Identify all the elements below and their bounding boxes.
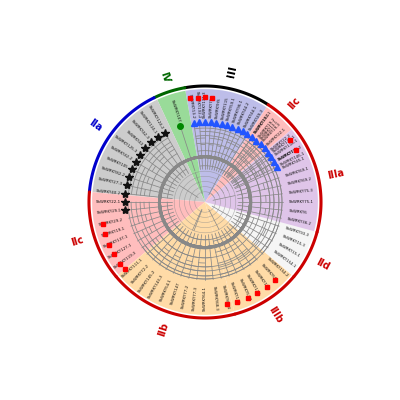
- Wedge shape: [205, 130, 318, 231]
- Text: ShWRKY138-1: ShWRKY138-1: [272, 135, 297, 154]
- Text: ShWRKY19-3: ShWRKY19-3: [262, 122, 282, 143]
- Text: IIc: IIc: [286, 95, 302, 111]
- Text: ShWRKY154-1: ShWRKY154-1: [272, 250, 296, 269]
- Text: ShWRKY44-1: ShWRKY44-1: [243, 104, 258, 129]
- Text: ShWRKY15-1: ShWRKY15-1: [277, 242, 300, 258]
- Text: ShWRKY131-3: ShWRKY131-3: [203, 90, 207, 118]
- Text: ShWRKY126: ShWRKY126: [253, 269, 270, 290]
- Text: ShWRKY93-3: ShWRKY93-3: [284, 226, 310, 238]
- Text: ShWRKY6: ShWRKY6: [288, 209, 308, 215]
- Text: ShWRKY105: ShWRKY105: [106, 156, 129, 170]
- Text: ShWRKY125-3: ShWRKY125-3: [114, 135, 138, 154]
- Text: ShWRKY29-2: ShWRKY29-2: [98, 218, 123, 227]
- Wedge shape: [92, 192, 205, 274]
- Text: ShWRKY82-2: ShWRKY82-2: [100, 166, 126, 178]
- Wedge shape: [92, 100, 205, 202]
- Text: ShWRKY147: ShWRKY147: [170, 282, 181, 305]
- Text: ShWRKY119-3: ShWRKY119-3: [113, 250, 138, 269]
- Text: ShWRKY75-1: ShWRKY75-1: [289, 200, 314, 204]
- Text: ShWRKY143-3: ShWRKY143-3: [147, 274, 165, 300]
- Text: ShWRKY44-2: ShWRKY44-2: [238, 101, 251, 126]
- Text: IIb: IIb: [157, 321, 171, 337]
- Text: ShWRKY118-2: ShWRKY118-2: [277, 144, 303, 162]
- Text: ShWRKY39-1: ShWRKY39-1: [253, 112, 271, 135]
- Text: ShWRKY68-3: ShWRKY68-3: [212, 286, 218, 311]
- Text: ShWRKY77-2: ShWRKY77-2: [180, 284, 190, 309]
- Text: ShWRKY96-1: ShWRKY96-1: [232, 99, 244, 124]
- Text: ShWRKY22-1: ShWRKY22-1: [266, 127, 288, 147]
- Wedge shape: [118, 202, 234, 315]
- Text: ShWRKY43: ShWRKY43: [125, 130, 144, 147]
- Text: IV: IV: [158, 70, 171, 84]
- Text: ShWRKY59-1: ShWRKY59-1: [226, 96, 237, 122]
- Text: ShWRKY64-1: ShWRKY64-1: [203, 286, 207, 311]
- Text: ShWRKY49-3: ShWRKY49-3: [248, 108, 265, 132]
- Text: ShWRKY13-2: ShWRKY13-2: [188, 94, 195, 119]
- Text: ShWRKY111-1: ShWRKY111-1: [120, 257, 144, 278]
- Text: ShWRKY75-3: ShWRKY75-3: [288, 188, 314, 195]
- Wedge shape: [205, 202, 314, 274]
- Text: ShWRKY42-3: ShWRKY42-3: [130, 120, 150, 141]
- Text: ShWRKY139: ShWRKY139: [229, 282, 240, 305]
- Text: ShWRKY45-1: ShWRKY45-1: [281, 156, 306, 170]
- Text: ShWRKY40-2: ShWRKY40-2: [96, 188, 122, 195]
- Text: ShWRKY72-2: ShWRKY72-2: [130, 263, 150, 284]
- Text: ShWRKY75: ShWRKY75: [209, 97, 214, 118]
- Text: ShWRKY132-1: ShWRKY132-1: [253, 110, 272, 135]
- Text: ShWRKY19-1: ShWRKY19-1: [100, 226, 126, 238]
- Text: ShWRKY15-3: ShWRKY15-3: [281, 234, 306, 248]
- Text: ShWRKY132-2: ShWRKY132-2: [195, 90, 201, 118]
- Text: ShWRKY127-1: ShWRKY127-1: [107, 242, 133, 260]
- Text: ShWRKY22-2: ShWRKY22-2: [270, 133, 292, 152]
- Text: ShWRKY22-1: ShWRKY22-1: [96, 200, 121, 204]
- Text: ShWRKY42-2: ShWRKY42-2: [109, 146, 133, 162]
- Wedge shape: [157, 91, 205, 202]
- Wedge shape: [205, 202, 292, 311]
- Text: ShWRKY118-1: ShWRKY118-1: [274, 138, 299, 156]
- Text: ShWRKY54-1: ShWRKY54-1: [159, 278, 172, 302]
- Text: ShWRKY137-1: ShWRKY137-1: [102, 234, 129, 249]
- Wedge shape: [205, 107, 292, 202]
- Text: ShWRKY124-2: ShWRKY124-2: [147, 104, 165, 130]
- Text: ShWRKY36-2: ShWRKY36-2: [287, 218, 312, 227]
- Text: IIIa: IIIa: [326, 168, 345, 181]
- Text: ShWRKY145-2: ShWRKY145-2: [138, 269, 157, 294]
- Text: ShWRKY27-3: ShWRKY27-3: [98, 177, 123, 186]
- Text: ShWRKYHS: ShWRKYHS: [215, 97, 222, 119]
- Text: ShWRKY77-3: ShWRKY77-3: [192, 286, 198, 311]
- Text: ShWRKY74: ShWRKY74: [277, 148, 297, 162]
- Text: ShWRKY69-1: ShWRKY69-1: [284, 166, 310, 178]
- Text: ShWRKY124-1: ShWRKY124-1: [138, 110, 157, 135]
- Text: ShWRKY115: ShWRKY115: [220, 96, 229, 120]
- Text: ShWRKY68-4: ShWRKY68-4: [220, 284, 230, 309]
- Text: ShWRKY13-1: ShWRKY13-1: [260, 120, 280, 141]
- Text: ShWRKY55: ShWRKY55: [260, 263, 277, 282]
- Text: ShWRKY107: ShWRKY107: [170, 99, 181, 122]
- Text: ShWRKY69-2: ShWRKY69-2: [287, 177, 312, 186]
- Text: III: III: [227, 64, 239, 78]
- Text: IIa: IIa: [87, 118, 104, 134]
- Wedge shape: [185, 89, 266, 202]
- Text: ShWRKY154-2: ShWRKY154-2: [266, 257, 289, 278]
- Text: IId: IId: [314, 257, 331, 272]
- Text: ShWRKY19-2: ShWRKY19-2: [258, 117, 277, 139]
- Text: ShWRKY146-1: ShWRKY146-1: [280, 151, 306, 167]
- Text: IIc: IIc: [70, 234, 85, 248]
- Text: ShWRKY29-1: ShWRKY29-1: [96, 209, 122, 216]
- Text: ShWRKY52-1: ShWRKY52-1: [238, 278, 251, 302]
- Text: ShWRKY138: ShWRKY138: [245, 274, 261, 296]
- Text: IIIb: IIIb: [267, 305, 285, 325]
